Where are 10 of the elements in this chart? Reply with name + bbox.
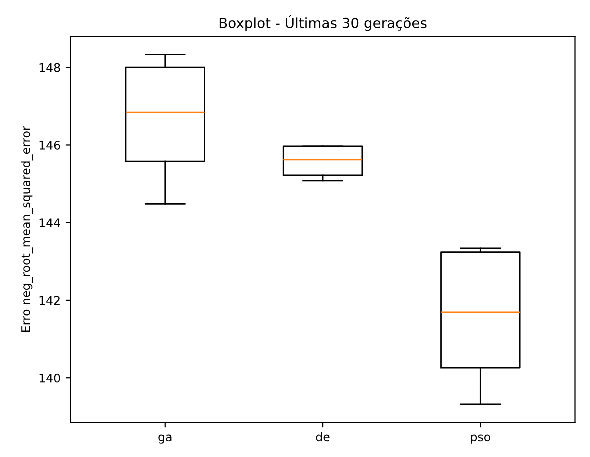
x-tick-label: de <box>316 432 330 442</box>
y-tick-label: 148 <box>40 63 60 72</box>
y-tick-label: 140 <box>40 374 60 383</box>
y-axis-title: Erro neg_root_mean_squared_error <box>21 126 33 332</box>
y-tick-label: 144 <box>40 218 60 228</box>
y-tick-label: 142 <box>40 296 60 305</box>
y-tick-label: 146 <box>40 140 60 150</box>
x-tick-label: ga <box>158 434 172 444</box>
x-tick-label: pso <box>471 434 490 444</box>
chart-title: Boxplot - Últimas 30 gerações <box>220 15 427 32</box>
